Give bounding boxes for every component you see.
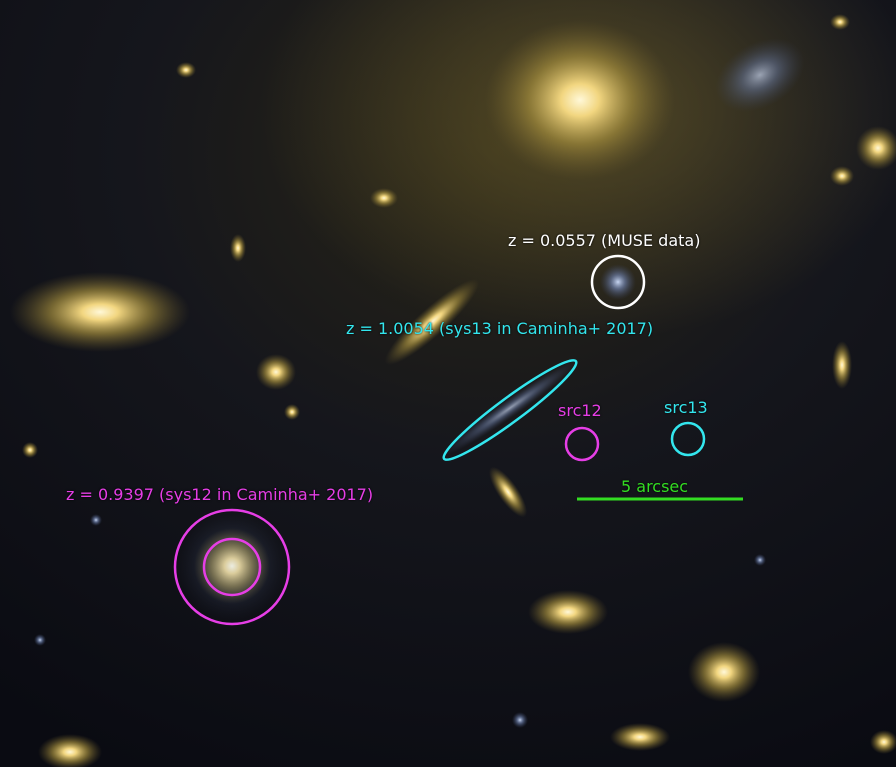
sys12-outer-circle bbox=[173, 508, 291, 626]
sys12-redshift-label: z = 0.9397 (sys12 in Caminha+ 2017) bbox=[66, 485, 374, 504]
src13-circle bbox=[670, 421, 706, 457]
sys12-inner-circle bbox=[202, 537, 262, 597]
scale-bar-label: 5 arcsec bbox=[621, 477, 689, 496]
src12-label: src12 bbox=[558, 401, 602, 420]
muse-redshift-label: z = 0.0557 (MUSE data) bbox=[508, 231, 701, 250]
muse-source-circle bbox=[590, 254, 646, 310]
sys13-redshift-label: z = 1.0054 (sys13 in Caminha+ 2017) bbox=[346, 319, 654, 338]
sys13-arc-ellipse bbox=[442, 359, 578, 461]
src12-circle bbox=[564, 426, 600, 462]
bcg-galaxy bbox=[485, 20, 675, 180]
src13-label: src13 bbox=[664, 398, 708, 417]
